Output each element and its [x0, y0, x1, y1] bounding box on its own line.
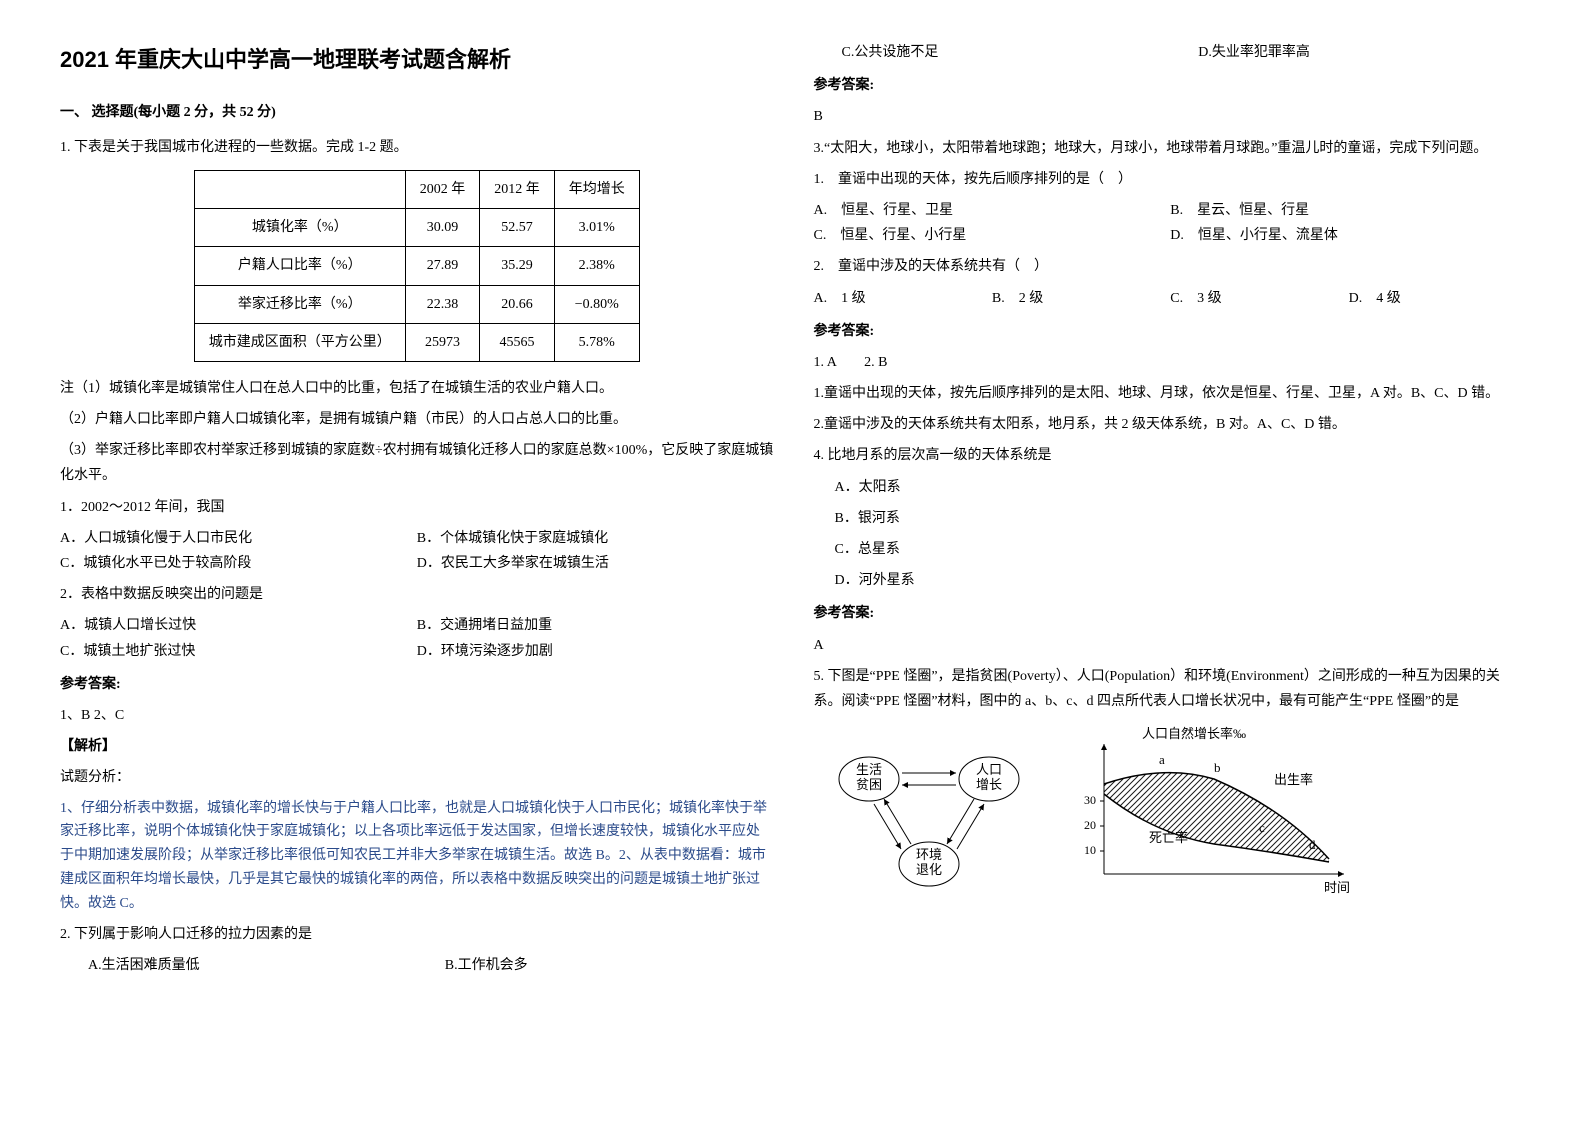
q2-answer: B — [814, 104, 1528, 129]
label-a: a — [1159, 752, 1165, 767]
option-row: A．城镇人口增长过快 B．交通拥堵日益加重 — [60, 613, 774, 638]
option-c: C. 3 级 — [1170, 286, 1348, 311]
ppe-cycle-diagram: 生活 贫困 人口 增长 环境 退化 — [814, 724, 1044, 904]
option-row: C. 恒星、行星、小行星 D. 恒星、小行星、流星体 — [814, 223, 1528, 248]
option-row: C．城镇化水平已处于较高阶段 D．农民工大多举家在城镇生活 — [60, 551, 774, 576]
th: 年均增长 — [554, 170, 639, 208]
q5-lead: 5. 下图是“PPE 怪圈”，是指贫困(Poverty）、人口(Populati… — [814, 664, 1528, 714]
section-title: 一、 选择题(每小题 2 分，共 52 分) — [60, 100, 774, 125]
edge — [884, 799, 911, 844]
option-b: B. 2 级 — [992, 286, 1170, 311]
table-row: 城镇化率（%） 30.09 52.57 3.01% — [194, 209, 639, 247]
q3-sub2: 2. 童谣中涉及的天体系统共有（ ） — [814, 254, 1528, 279]
edge — [947, 799, 974, 844]
q4-options: A．太阳系 B．银河系 C．总星系 D．河外星系 — [835, 475, 1528, 594]
label-d: d — [1309, 837, 1316, 852]
svg-text:退化: 退化 — [915, 862, 941, 877]
option-d: D．环境污染逐步加剧 — [417, 639, 774, 664]
option-b: B．个体城镇化快于家庭城镇化 — [417, 526, 774, 551]
label-c: c — [1259, 820, 1265, 835]
option-c: C.公共设施不足 — [814, 40, 1171, 65]
option-d: D. 恒星、小行星、流星体 — [1170, 223, 1527, 248]
ytick: 10 — [1084, 843, 1096, 857]
env-label: 环境 — [915, 847, 941, 862]
option-a: A．太阳系 — [835, 475, 1528, 500]
option-row: C．城镇土地扩张过快 D．环境污染逐步加剧 — [60, 639, 774, 664]
population-chart: 人口自然增长率‰ 30 20 10 a b c d 出生率 死亡率 时间 — [1064, 724, 1364, 904]
analysis-sub: 试题分析： — [60, 765, 774, 790]
q3-analysis2: 2.童谣中涉及的天体系统共有太阳系，地月系，共 2 级天体系统，B 对。A、C、… — [814, 412, 1528, 437]
analysis-label: 【解析】 — [60, 734, 774, 759]
q3-analysis1: 1.童谣中出现的天体，按先后顺序排列的是太阳、地球、月球，依次是恒星、行星、卫星… — [814, 381, 1528, 406]
ytick: 30 — [1084, 793, 1096, 807]
option-a: A. 恒星、行星、卫星 — [814, 198, 1171, 223]
option-c: C．总星系 — [835, 537, 1528, 562]
edge — [874, 804, 901, 849]
option-row: C.公共设施不足 D.失业率犯罪率高 — [814, 40, 1528, 65]
q5-diagram-row: 生活 贫困 人口 增长 环境 退化 人口自然增长率 — [814, 724, 1528, 904]
legend-birth: 出生率 — [1274, 772, 1313, 787]
table-row: 举家迁移比率（%） 22.38 20.66 −0.80% — [194, 285, 639, 323]
q1-table: 2002 年 2012 年 年均增长 城镇化率（%） 30.09 52.57 3… — [194, 170, 640, 362]
label-b: b — [1214, 760, 1221, 775]
pop-label: 人口 — [975, 762, 1001, 777]
option-a: A. 1 级 — [814, 286, 992, 311]
q4-lead: 4. 比地月系的层次高一级的天体系统是 — [814, 443, 1528, 468]
option-b: B. 星云、恒星、行星 — [1170, 198, 1527, 223]
life-label: 生活 — [855, 762, 881, 777]
legend-death: 死亡率 — [1149, 830, 1188, 845]
th: 2012 年 — [480, 170, 555, 208]
answer-label: 参考答案: — [814, 601, 1528, 626]
option-c: C．城镇化水平已处于较高阶段 — [60, 551, 417, 576]
option-b: B．银河系 — [835, 506, 1528, 531]
answer-label: 参考答案: — [60, 672, 774, 697]
option-row: A. 恒星、行星、卫星 B. 星云、恒星、行星 — [814, 198, 1528, 223]
table-row: 城市建成区面积（平方公里） 25973 45565 5.78% — [194, 323, 639, 361]
q4-answer: A — [814, 633, 1528, 658]
left-column: 2021 年重庆大山中学高一地理联考试题含解析 一、 选择题(每小题 2 分，共… — [60, 40, 774, 978]
q1-note: （2）户籍人口比率即户籍人口城镇化率，是拥有城镇户籍（市民）的人口占总人口的比重… — [60, 407, 774, 432]
option-d: D．河外星系 — [835, 568, 1528, 593]
th — [194, 170, 405, 208]
q3-answer: 1. A 2. B — [814, 350, 1528, 375]
doc-title: 2021 年重庆大山中学高一地理联考试题含解析 — [60, 40, 774, 80]
q3-lead: 3.“太阳大，地球小，太阳带着地球跑；地球大，月球小，地球带着月球跑。”重温儿时… — [814, 136, 1528, 161]
option-row: A.生活困难质量低 B.工作机会多 — [60, 953, 774, 978]
option-a: A．人口城镇化慢于人口市民化 — [60, 526, 417, 551]
right-column: C.公共设施不足 D.失业率犯罪率高 参考答案: B 3.“太阳大，地球小，太阳… — [814, 40, 1528, 978]
x-label: 时间 — [1324, 880, 1350, 895]
chart-title: 人口自然增长率‰ — [1141, 726, 1245, 741]
q1-note: （3）举家迁移比率即农村举家迁移到城镇的家庭数÷农村拥有城镇化迁移人口的家庭总数… — [60, 438, 774, 488]
edge — [957, 804, 984, 849]
option-c: C. 恒星、行星、小行星 — [814, 223, 1171, 248]
option-row: A．人口城镇化慢于人口市民化 B．个体城镇化快于家庭城镇化 — [60, 526, 774, 551]
ytick: 20 — [1084, 818, 1096, 832]
option-c: C．城镇土地扩张过快 — [60, 639, 417, 664]
option-d: D. 4 级 — [1349, 286, 1527, 311]
table-row: 户籍人口比率（%） 27.89 35.29 2.38% — [194, 247, 639, 285]
svg-text:贫困: 贫困 — [855, 777, 881, 792]
option-b: B．交通拥堵日益加重 — [417, 613, 774, 638]
answer-label: 参考答案: — [814, 73, 1528, 98]
svg-text:增长: 增长 — [975, 777, 1001, 792]
option-d: D.失业率犯罪率高 — [1170, 40, 1527, 65]
q2-lead: 2. 下列属于影响人口迁移的拉力因素的是 — [60, 922, 774, 947]
answer-label: 参考答案: — [814, 319, 1528, 344]
q1-sub1: 1．2002～2012 年间，我国 — [60, 495, 774, 520]
q1-sub2: 2．表格中数据反映突出的问题是 — [60, 582, 774, 607]
option-a: A．城镇人口增长过快 — [60, 613, 417, 638]
th: 2002 年 — [405, 170, 480, 208]
table-header-row: 2002 年 2012 年 年均增长 — [194, 170, 639, 208]
q1-answer: 1、B 2、C — [60, 703, 774, 728]
q1-note: 注（1）城镇化率是城镇常住人口在总人口中的比重，包括了在城镇生活的农业户籍人口。 — [60, 376, 774, 401]
option-b: B.工作机会多 — [417, 953, 774, 978]
q3-sub1: 1. 童谣中出现的天体，按先后顺序排列的是（ ） — [814, 167, 1528, 192]
option-a: A.生活困难质量低 — [60, 953, 417, 978]
option-row: A. 1 级 B. 2 级 C. 3 级 D. 4 级 — [814, 286, 1528, 311]
analysis-body: 1、仔细分析表中数据，城镇化率的增长快与于户籍人口比率，也就是人口城镇化快于人口… — [60, 797, 774, 916]
q1-lead: 1. 下表是关于我国城市化进程的一些数据。完成 1-2 题。 — [60, 135, 774, 160]
option-d: D．农民工大多举家在城镇生活 — [417, 551, 774, 576]
